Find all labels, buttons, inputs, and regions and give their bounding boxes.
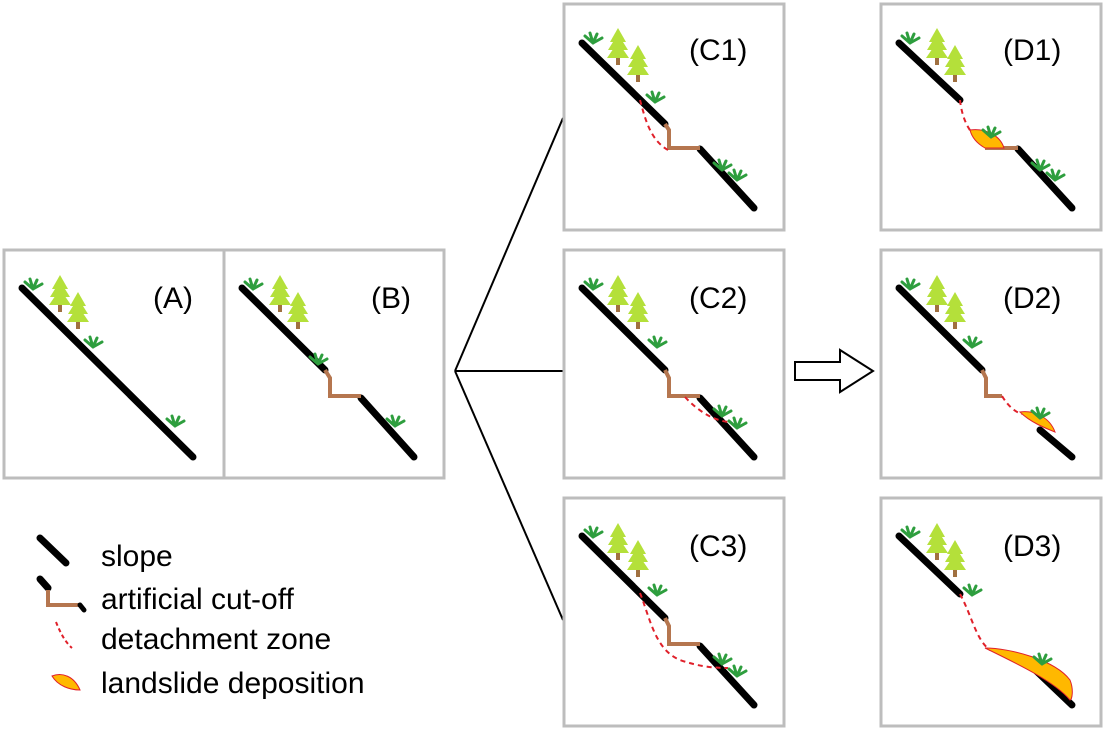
panel-label-c3: (C3) bbox=[689, 530, 747, 563]
panel-label-c2: (C2) bbox=[689, 282, 747, 315]
panel-label-c1: (C1) bbox=[689, 34, 747, 67]
legend-label-slope: slope bbox=[101, 540, 173, 573]
panel-label-a: (A) bbox=[153, 282, 193, 315]
panel-label-b: (B) bbox=[371, 282, 411, 315]
panel-label-d3: (D3) bbox=[1003, 530, 1061, 563]
panel-c1: (C1) bbox=[562, 2, 786, 232]
panel-label-d2: (D2) bbox=[1003, 282, 1061, 315]
legend-item-detachment: detachment zone bbox=[55, 621, 331, 656]
panel-b: (B) bbox=[222, 248, 446, 480]
panel-label-d1: (D1) bbox=[1003, 34, 1061, 67]
legend-item-cutoff: artificial cut-off bbox=[36, 575, 295, 616]
branch-lines bbox=[454, 117, 564, 621]
arrow bbox=[794, 348, 875, 394]
panel-c2: (C2) bbox=[562, 248, 786, 480]
panel-c3: (C3) bbox=[562, 496, 786, 728]
panel-d3: (D3) bbox=[879, 496, 1103, 728]
legend-label-cutoff: artificial cut-off bbox=[101, 583, 295, 616]
legend: slope artificial cut-off detachment zone… bbox=[36, 534, 365, 700]
panel-d2: (D2) bbox=[879, 248, 1103, 480]
panel-a: (A) bbox=[2, 248, 226, 480]
legend-item-deposition: landslide deposition bbox=[51, 667, 365, 700]
legend-label-deposition: landslide deposition bbox=[101, 667, 365, 700]
slope-line bbox=[18, 284, 197, 461]
legend-label-detachment: detachment zone bbox=[101, 623, 331, 656]
panel-d1: (D1) bbox=[879, 2, 1103, 232]
legend-item-slope: slope bbox=[36, 534, 173, 573]
